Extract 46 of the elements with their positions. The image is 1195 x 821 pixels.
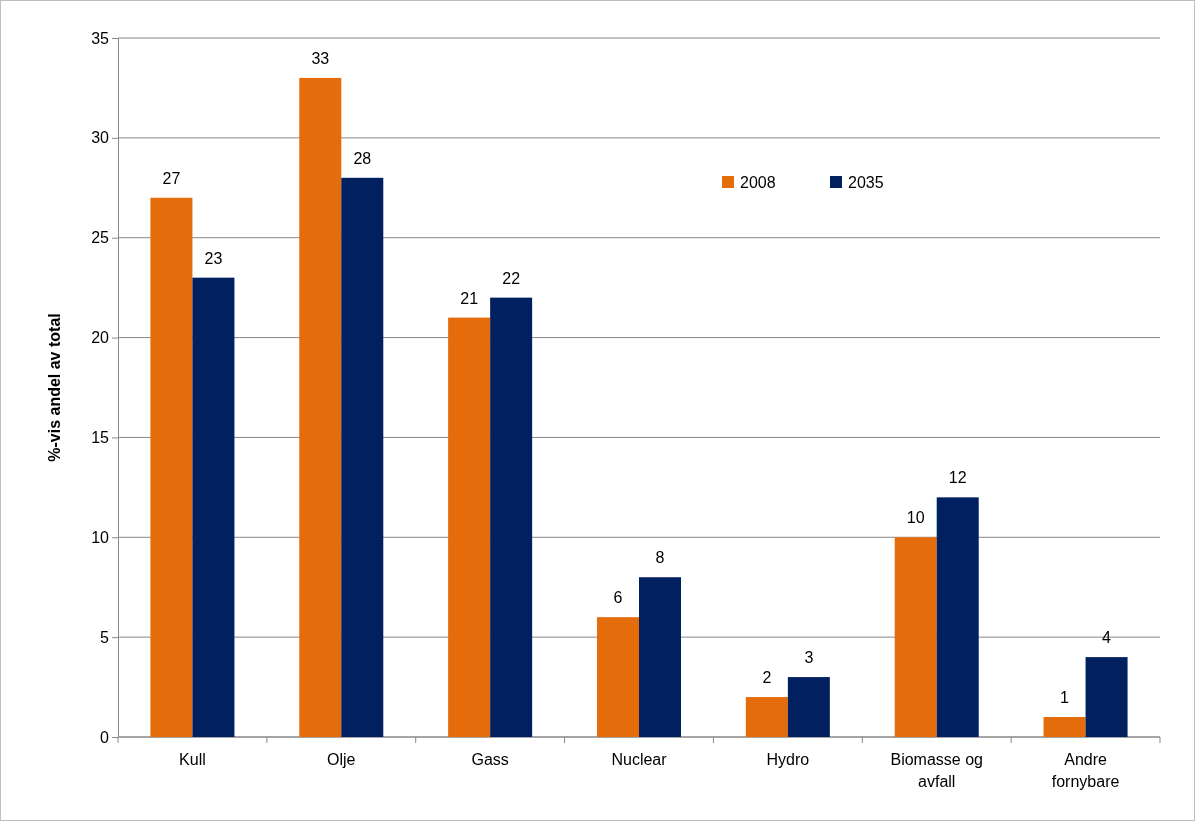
y-tick-label: 20 [91, 329, 110, 347]
x-tick-label: Biomasse og avfall [890, 751, 983, 790]
y-tick-label: 30 [91, 129, 110, 147]
x-tick-label: Olje [327, 751, 356, 768]
bar [192, 277, 235, 737]
data-label: 3 [804, 649, 814, 667]
bar [448, 317, 491, 737]
bar [341, 177, 384, 737]
data-label: 1 [1060, 689, 1070, 707]
data-label: 8 [655, 549, 665, 567]
x-tick-label: Hydro [766, 751, 810, 768]
x-tick-label: Kull [179, 751, 206, 768]
bar [1043, 717, 1086, 737]
x-tick-label: Nuclear [611, 751, 668, 768]
bar [787, 677, 830, 737]
data-label: 23 [204, 249, 223, 267]
bar [936, 497, 979, 737]
legend-label: 2035 [848, 174, 884, 191]
bar [745, 697, 788, 737]
bar [490, 297, 533, 737]
bar [597, 617, 639, 737]
data-label: 21 [460, 289, 479, 307]
bar [299, 77, 342, 737]
y-tick-label: 35 [91, 29, 110, 47]
bar [150, 197, 193, 737]
data-label: 4 [1102, 629, 1112, 647]
y-axis-title: %-vis andel av total [46, 313, 63, 462]
y-tick-label: 5 [100, 628, 110, 646]
data-label: 27 [162, 169, 181, 187]
data-label: 10 [906, 509, 925, 527]
bar [1085, 657, 1128, 737]
y-tick-label: 15 [91, 429, 110, 447]
data-label: 28 [353, 149, 372, 167]
x-tick-label: Gass [471, 751, 509, 768]
y-tick-label: 10 [91, 528, 110, 546]
y-tick-label: 0 [100, 728, 110, 746]
data-label: 6 [613, 589, 623, 607]
x-tick-label: Andre fornybare [1051, 751, 1120, 790]
bar [894, 537, 937, 737]
bar [639, 577, 681, 737]
legend-label: 2008 [740, 174, 776, 191]
data-label: 22 [502, 269, 521, 287]
data-label: 33 [311, 49, 330, 67]
y-tick-label: 25 [91, 229, 110, 247]
data-label: 2 [762, 669, 772, 687]
data-label: 12 [948, 469, 967, 487]
